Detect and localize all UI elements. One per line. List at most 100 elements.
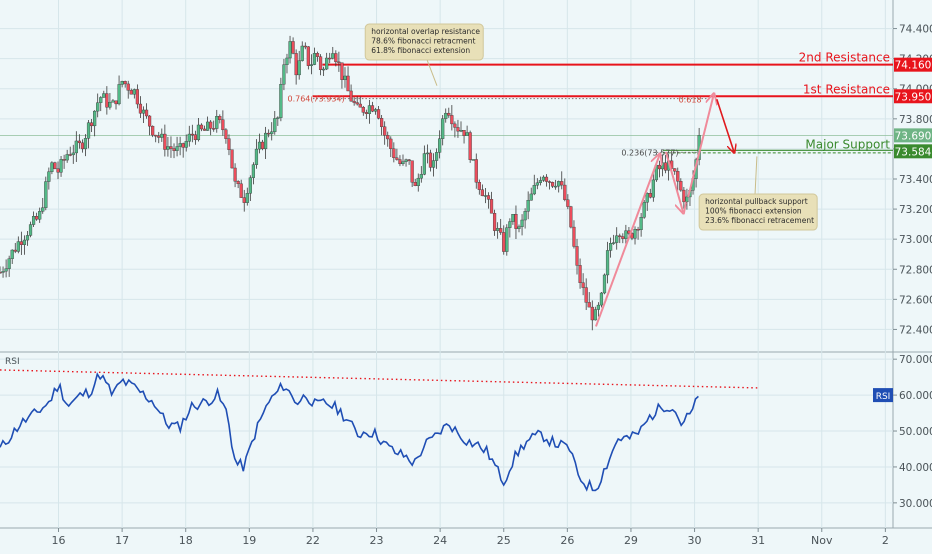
candle xyxy=(190,124,194,143)
last-price-tag-text: 73.690 xyxy=(895,130,932,142)
candle xyxy=(306,46,310,70)
candle xyxy=(285,53,289,74)
candle xyxy=(74,131,78,162)
projection-arrow xyxy=(664,151,683,212)
candle-body xyxy=(676,170,680,182)
candle xyxy=(141,106,146,124)
candle xyxy=(147,115,152,136)
candle xyxy=(245,187,249,206)
candle xyxy=(154,134,158,143)
candle-body xyxy=(541,176,546,181)
candle-body xyxy=(166,146,170,150)
candle-body xyxy=(178,143,182,147)
candle-body xyxy=(508,221,512,228)
candle xyxy=(19,231,23,255)
level-support: Major Support xyxy=(662,137,893,154)
candle-body xyxy=(74,140,78,154)
candle-body xyxy=(526,200,530,212)
candle-body xyxy=(276,117,280,119)
candle-body xyxy=(389,138,393,149)
candle xyxy=(4,259,8,278)
time-tick-label: 24 xyxy=(433,534,447,547)
candle xyxy=(279,77,283,122)
candle-body xyxy=(523,211,527,221)
candle xyxy=(126,80,130,99)
candle-body xyxy=(93,110,97,127)
candle xyxy=(144,103,149,119)
candle xyxy=(608,237,613,258)
candle xyxy=(557,180,561,193)
candle xyxy=(434,148,439,169)
price-tag-resistance-text: 74.160 xyxy=(895,60,932,72)
candle xyxy=(499,218,503,235)
candle-body xyxy=(395,157,399,160)
candle xyxy=(56,161,60,180)
candle xyxy=(343,67,347,88)
candle xyxy=(612,234,616,245)
note-line: 100% fibonacci extension xyxy=(705,207,802,216)
candle xyxy=(364,109,368,119)
projection-arrow xyxy=(595,155,660,327)
candle-body xyxy=(471,159,475,161)
candle xyxy=(538,176,542,186)
candlestick-series xyxy=(0,35,701,331)
rsi-tag-bg xyxy=(873,388,893,403)
candle-body xyxy=(462,130,466,136)
candle-body xyxy=(248,177,252,194)
candle xyxy=(480,184,484,197)
candle-body xyxy=(370,105,375,112)
candle xyxy=(86,119,91,149)
price-tag-support-bg xyxy=(894,144,932,159)
candle xyxy=(380,114,384,136)
candle-body xyxy=(590,306,594,321)
candle-body xyxy=(35,216,39,220)
candle xyxy=(605,241,610,284)
candle-body xyxy=(129,90,133,95)
candle-body xyxy=(422,153,426,175)
candle xyxy=(206,116,210,131)
price-tick-label: 73.400 xyxy=(899,174,932,186)
candle xyxy=(444,108,448,123)
candle xyxy=(416,173,420,192)
candle xyxy=(355,96,359,106)
candle-body xyxy=(1,270,5,273)
candle-body xyxy=(563,184,567,200)
candle-body xyxy=(77,140,81,144)
candle xyxy=(35,212,39,221)
axis-tags: 74.160 73.950 73.584 73.690 RSI xyxy=(873,57,932,403)
candle xyxy=(544,174,549,187)
candle-body xyxy=(682,189,686,203)
candle xyxy=(615,227,619,250)
candle xyxy=(581,273,585,296)
candle xyxy=(325,52,329,71)
candle-body xyxy=(38,211,42,220)
candle-body xyxy=(383,126,387,136)
candle xyxy=(1,266,5,278)
candle-body xyxy=(434,152,439,161)
candle-body xyxy=(157,135,161,138)
candle xyxy=(59,155,63,177)
note-box xyxy=(364,23,484,61)
candle-body xyxy=(218,116,222,120)
candle-body xyxy=(41,207,45,212)
candle-body xyxy=(459,130,463,132)
candle xyxy=(193,130,197,145)
time-tick-label: 18 xyxy=(179,534,193,547)
candle-body xyxy=(544,176,549,182)
candle xyxy=(218,114,222,124)
candle xyxy=(441,115,445,146)
candle-body xyxy=(468,132,472,160)
candle xyxy=(273,111,277,135)
candle xyxy=(450,105,454,131)
candle-body xyxy=(312,53,317,65)
candle xyxy=(138,96,143,119)
candle xyxy=(383,121,387,145)
candle xyxy=(135,84,139,109)
candle xyxy=(328,52,332,64)
candle-body xyxy=(361,107,365,113)
candle xyxy=(376,106,381,120)
candle xyxy=(242,189,246,212)
candle xyxy=(233,163,237,188)
candle xyxy=(621,233,625,244)
